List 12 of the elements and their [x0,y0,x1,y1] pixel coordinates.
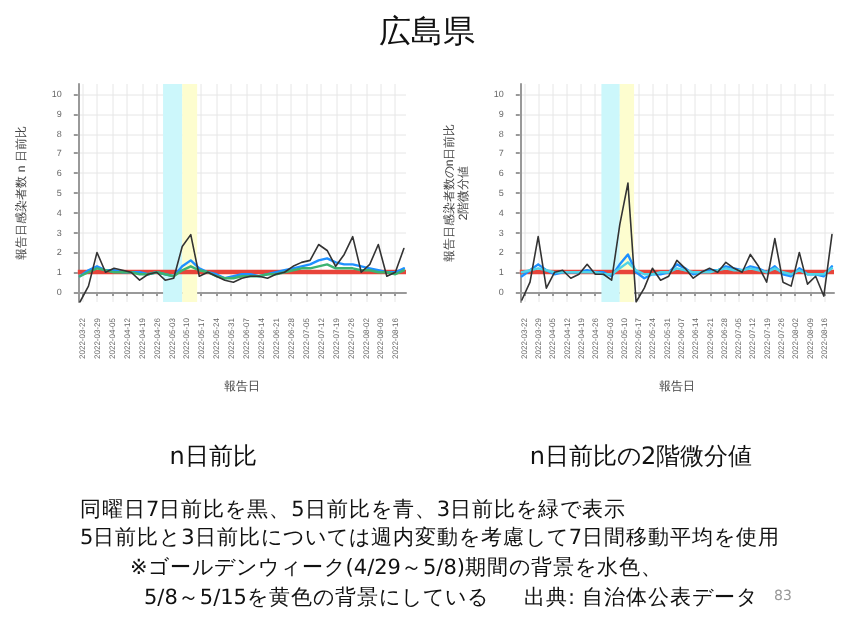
source-note: 出典: 自治体公表データ [524,584,758,612]
line-series [78,263,406,280]
text: 広島県 [377,12,477,54]
text: 5/8～5/15を黄色の背景にしている [144,584,489,612]
text: 同曜日7日前比を黒、5日前比を青、3日前比を緑で表示 [80,496,627,524]
line-series [79,233,405,303]
text: n日前比の2階微分値 [529,442,753,470]
text: ※ゴールデンウィーク(4/29～5/8)期間の背景を水色、 [130,554,663,582]
text: 5日前比と3日前比については週内変動を考慮して7日間移動平均を使用 [80,524,781,552]
text: n日前比 [169,442,257,470]
line-series [520,253,834,280]
line-series [521,182,833,303]
